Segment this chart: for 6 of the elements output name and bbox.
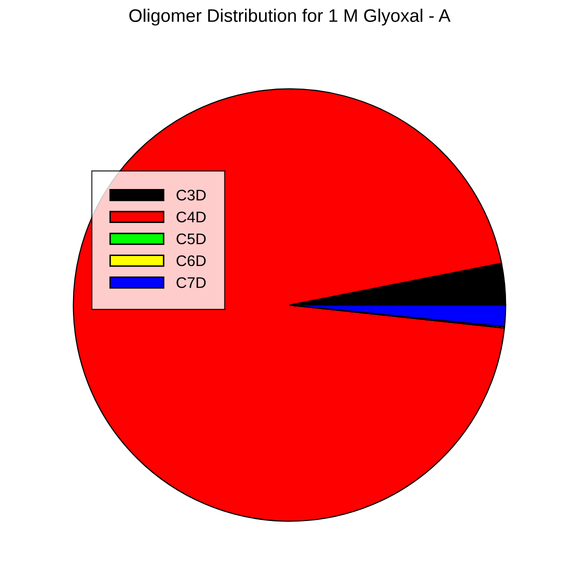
legend-label: C3D bbox=[176, 190, 206, 201]
legend-label: C4D bbox=[176, 212, 206, 222]
legend-label: C7D bbox=[176, 277, 206, 288]
legend-label: C6D bbox=[176, 255, 206, 266]
chart-title: Oligomer Distribution for 1 M Glyoxal - A bbox=[129, 8, 451, 26]
legend-label: C5D bbox=[176, 233, 206, 244]
